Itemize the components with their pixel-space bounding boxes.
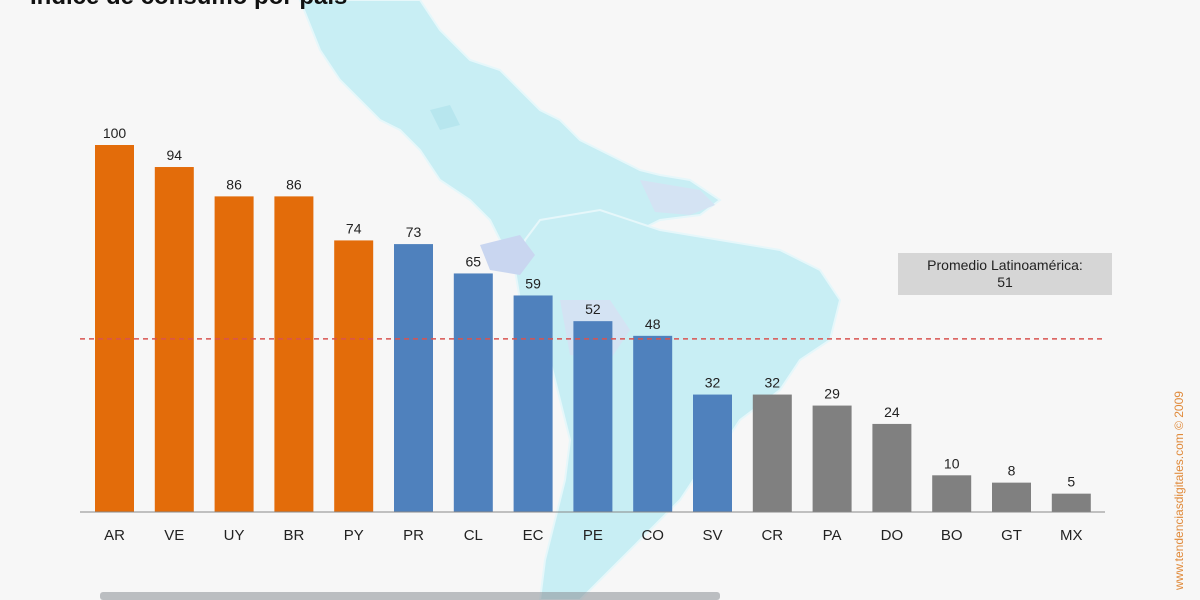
average-label-line2: 51 — [997, 274, 1013, 290]
category-label-co: CO — [641, 527, 664, 544]
value-label-ec: 59 — [525, 275, 541, 291]
category-labels-layer: AR VE UY BR PY PR CL EC PE CO SV CR PA DO BO GT MX — [104, 527, 1082, 544]
footnote-blurred — [100, 592, 720, 600]
category-label-pe: PE — [583, 527, 603, 544]
value-label-uy: 86 — [226, 176, 242, 192]
category-label-gt: GT — [1001, 527, 1022, 544]
category-label-mx: MX — [1060, 527, 1083, 544]
category-label-cl: CL — [464, 527, 483, 544]
copyright-text: www.tendenciasdigitales.com © 2009 — [1172, 391, 1186, 591]
value-label-pr: 73 — [406, 224, 422, 240]
category-label-pa: PA — [823, 527, 842, 544]
value-label-br: 86 — [286, 176, 302, 192]
value-label-gt: 8 — [1008, 463, 1016, 479]
value-label-cl: 65 — [466, 253, 482, 269]
chart-title: Índice de consumo por país — [30, 0, 347, 10]
bar-do — [872, 423, 912, 512]
value-label-co: 48 — [645, 316, 661, 332]
bar-uy — [214, 196, 254, 512]
value-label-mx: 5 — [1067, 474, 1075, 490]
value-label-pe: 52 — [585, 301, 601, 317]
bar-ar — [95, 145, 134, 512]
bar-mx — [1051, 493, 1091, 512]
value-label-do: 24 — [884, 404, 900, 420]
category-label-do: DO — [881, 527, 904, 544]
average-box — [898, 253, 1112, 295]
category-label-br: BR — [283, 527, 304, 544]
category-label-pr: PR — [403, 527, 424, 544]
bar-py — [334, 240, 374, 513]
category-label-ec: EC — [523, 527, 544, 544]
value-label-ve: 94 — [167, 147, 183, 163]
category-label-ar: AR — [104, 527, 125, 544]
bar-cl — [453, 273, 493, 512]
value-label-cr: 32 — [765, 375, 781, 391]
value-label-sv: 32 — [705, 375, 721, 391]
bar-ec — [513, 295, 553, 512]
value-label-pa: 29 — [824, 386, 840, 402]
value-label-ar: 100 — [103, 125, 127, 141]
bar-pa — [812, 405, 852, 512]
bars-layer — [95, 145, 1091, 513]
average-label-line1: Promedio Latinoamérica: — [927, 257, 1083, 273]
category-label-sv: SV — [702, 527, 722, 544]
bar-pe — [573, 321, 613, 512]
bar-br — [274, 196, 314, 512]
category-label-uy: UY — [224, 527, 245, 544]
bar-sv — [693, 394, 732, 512]
category-label-cr: CR — [761, 527, 783, 544]
value-label-py: 74 — [346, 220, 362, 236]
bar-pr — [394, 244, 433, 512]
category-label-py: PY — [344, 527, 364, 544]
bar-cr — [752, 394, 792, 512]
category-label-ve: VE — [164, 527, 184, 544]
category-label-bo: BO — [941, 527, 963, 544]
value-label-bo: 10 — [944, 455, 960, 471]
value-labels-layer: 100 94 86 86 74 73 65 59 52 48 32 32 29 24 10 8 5 — [103, 125, 1076, 490]
bar-bo — [932, 475, 972, 512]
bar-gt — [992, 482, 1031, 512]
average-annotation: Promedio Latinoamérica: 51 — [898, 253, 1112, 295]
bar-co — [633, 335, 673, 512]
